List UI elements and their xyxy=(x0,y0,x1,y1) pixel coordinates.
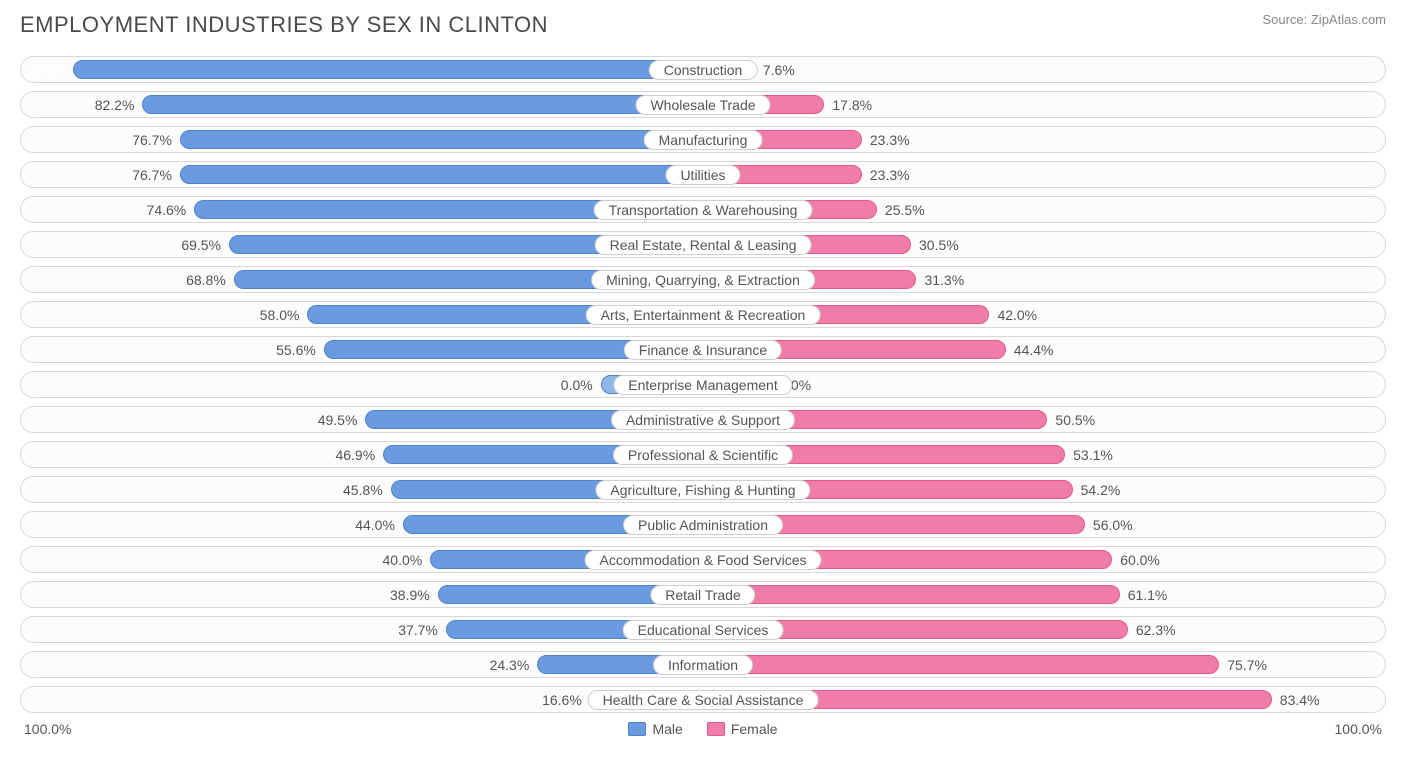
female-value-label: 42.0% xyxy=(997,307,1037,323)
category-label: Wholesale Trade xyxy=(635,95,770,115)
chart-row: 74.6% 25.5% Transportation & Warehousing xyxy=(20,196,1386,223)
male-value-label: 38.9% xyxy=(390,587,430,603)
category-label: Educational Services xyxy=(623,620,784,640)
legend-male-label: Male xyxy=(652,721,682,737)
legend-male: Male xyxy=(628,721,682,737)
male-value-label: 37.7% xyxy=(398,622,438,638)
male-value-label: 76.7% xyxy=(132,167,172,183)
category-label: Transportation & Warehousing xyxy=(594,200,813,220)
female-value-label: 31.3% xyxy=(924,272,964,288)
male-swatch-icon xyxy=(628,722,646,736)
chart-row: 49.5% 50.5% Administrative & Support xyxy=(20,406,1386,433)
male-value-label: 46.9% xyxy=(335,447,375,463)
chart-source: Source: ZipAtlas.com xyxy=(1262,12,1386,27)
male-value-label: 44.0% xyxy=(355,517,395,533)
male-value-label: 92.4% xyxy=(29,62,69,78)
male-value-label: 40.0% xyxy=(383,552,423,568)
male-value-label: 74.6% xyxy=(147,202,187,218)
female-value-label: 61.1% xyxy=(1128,587,1168,603)
category-label: Enterprise Management xyxy=(613,375,792,395)
chart-row: 68.8% 31.3% Mining, Quarrying, & Extractio… xyxy=(20,266,1386,293)
chart-row: 58.0% 42.0% Arts, Entertainment & Recreati… xyxy=(20,301,1386,328)
chart-row: 69.5% 30.5% Real Estate, Rental & Leasing xyxy=(20,231,1386,258)
category-label: Information xyxy=(653,655,753,675)
chart-footer: 100.0% Male Female 100.0% xyxy=(20,721,1386,737)
female-bar xyxy=(703,655,1219,674)
legend-female-label: Female xyxy=(731,721,778,737)
male-bar xyxy=(73,60,703,79)
chart-row: 46.9% 53.1% Professional & Scientific xyxy=(20,441,1386,468)
category-label: Retail Trade xyxy=(650,585,755,605)
category-label: Administrative & Support xyxy=(611,410,795,430)
male-value-label: 0.0% xyxy=(561,377,593,393)
female-value-label: 23.3% xyxy=(870,132,910,148)
female-value-label: 62.3% xyxy=(1136,622,1176,638)
male-value-label: 68.8% xyxy=(186,272,226,288)
category-label: Agriculture, Fishing & Hunting xyxy=(595,480,810,500)
chart-row: 40.0% 60.0% Accommodation & Food Services xyxy=(20,546,1386,573)
female-value-label: 17.8% xyxy=(832,97,872,113)
female-value-label: 54.2% xyxy=(1081,482,1121,498)
female-value-label: 25.5% xyxy=(885,202,925,218)
male-value-label: 16.6% xyxy=(542,692,582,708)
male-value-label: 58.0% xyxy=(260,307,300,323)
male-value-label: 55.6% xyxy=(276,342,316,358)
category-label: Manufacturing xyxy=(644,130,763,150)
female-value-label: 50.5% xyxy=(1055,412,1095,428)
female-value-label: 75.7% xyxy=(1227,657,1267,673)
female-value-label: 53.1% xyxy=(1073,447,1113,463)
legend-female: Female xyxy=(707,721,778,737)
female-swatch-icon xyxy=(707,722,725,736)
chart-row: 24.3% 75.7% Information xyxy=(20,651,1386,678)
female-value-label: 56.0% xyxy=(1093,517,1133,533)
category-label: Mining, Quarrying, & Extraction xyxy=(591,270,815,290)
category-label: Construction xyxy=(649,60,758,80)
chart-row: 16.6% 83.4% Health Care & Social Assistanc… xyxy=(20,686,1386,713)
female-value-label: 30.5% xyxy=(919,237,959,253)
chart-row: 82.2% 17.8% Wholesale Trade xyxy=(20,91,1386,118)
chart-row: 76.7% 23.3% Manufacturing xyxy=(20,126,1386,153)
chart-row: 0.0%0.0%Enterprise Management xyxy=(20,371,1386,398)
male-bar xyxy=(180,130,703,149)
female-value-label: 60.0% xyxy=(1120,552,1160,568)
male-value-label: 49.5% xyxy=(318,412,358,428)
category-label: Utilities xyxy=(665,165,740,185)
female-bar xyxy=(703,585,1120,604)
male-bar xyxy=(142,95,703,114)
category-label: Real Estate, Rental & Leasing xyxy=(595,235,812,255)
chart-header: EMPLOYMENT INDUSTRIES BY SEX IN CLINTON … xyxy=(20,12,1386,38)
diverging-bar-chart: 92.4% 7.6% Construction 82.2% 17.8% Wholesale… xyxy=(20,56,1386,713)
female-value-label: 44.4% xyxy=(1014,342,1054,358)
category-label: Professional & Scientific xyxy=(613,445,793,465)
legend: Male Female xyxy=(628,721,777,737)
axis-right-label: 100.0% xyxy=(1335,721,1382,737)
male-value-label: 45.8% xyxy=(343,482,383,498)
female-value-label: 23.3% xyxy=(870,167,910,183)
chart-row: 76.7% 23.3% Utilities xyxy=(20,161,1386,188)
male-bar xyxy=(180,165,703,184)
chart-row: 44.0% 56.0% Public Administration xyxy=(20,511,1386,538)
male-value-label: 76.7% xyxy=(132,132,172,148)
category-label: Public Administration xyxy=(623,515,783,535)
chart-row: 38.9% 61.1% Retail Trade xyxy=(20,581,1386,608)
category-label: Health Care & Social Assistance xyxy=(588,690,819,710)
category-label: Finance & Insurance xyxy=(624,340,782,360)
chart-row: 37.7% 62.3% Educational Services xyxy=(20,616,1386,643)
category-label: Arts, Entertainment & Recreation xyxy=(586,305,821,325)
male-value-label: 24.3% xyxy=(490,657,530,673)
chart-row: 45.8% 54.2% Agriculture, Fishing & Hunting xyxy=(20,476,1386,503)
male-value-label: 82.2% xyxy=(95,97,135,113)
axis-left-label: 100.0% xyxy=(24,721,71,737)
chart-title: EMPLOYMENT INDUSTRIES BY SEX IN CLINTON xyxy=(20,12,548,38)
category-label: Accommodation & Food Services xyxy=(585,550,822,570)
male-value-label: 69.5% xyxy=(181,237,221,253)
female-value-label: 7.6% xyxy=(763,62,795,78)
chart-row: 55.6% 44.4% Finance & Insurance xyxy=(20,336,1386,363)
chart-row: 92.4% 7.6% Construction xyxy=(20,56,1386,83)
female-value-label: 83.4% xyxy=(1280,692,1320,708)
